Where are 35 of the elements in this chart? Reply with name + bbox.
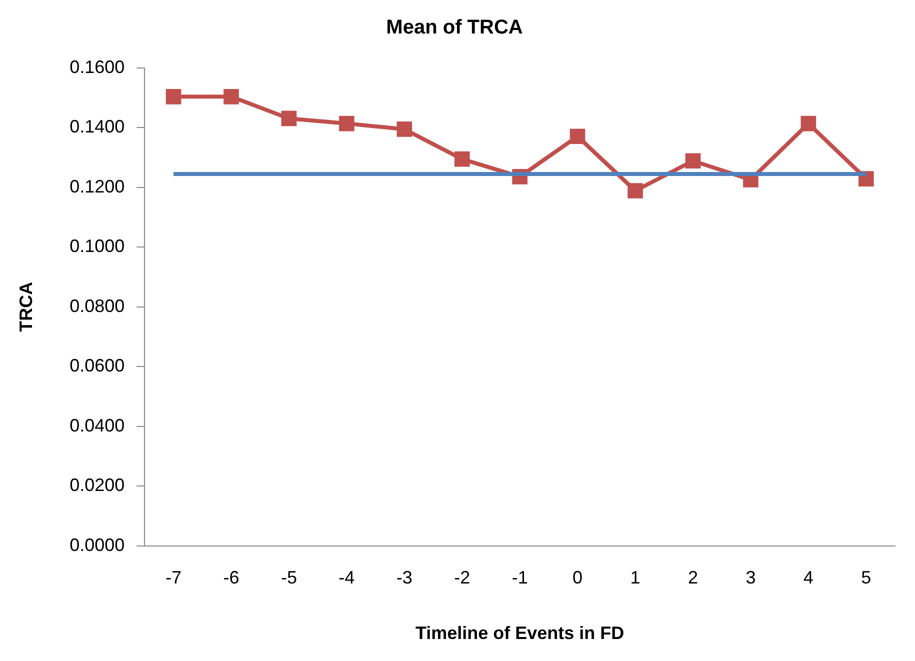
y-tick-label: 0.1200 bbox=[70, 176, 125, 196]
y-tick-label: 0.1600 bbox=[70, 56, 125, 77]
x-tick-label: -6 bbox=[223, 568, 240, 588]
y-tick-label: 0.0400 bbox=[70, 415, 125, 436]
x-tick-label: 4 bbox=[803, 568, 814, 588]
x-tick-label: 1 bbox=[630, 568, 640, 588]
point bbox=[685, 153, 701, 169]
x-tick-label: -2 bbox=[454, 568, 470, 588]
y-axis-title: TRCA bbox=[16, 282, 36, 332]
y-tick-label: 0.1400 bbox=[70, 116, 125, 137]
point bbox=[281, 110, 297, 126]
x-tick-label: -1 bbox=[512, 568, 528, 588]
chart-title: Mean of TRCA bbox=[386, 16, 523, 39]
x-tick-label: 3 bbox=[746, 568, 756, 588]
point bbox=[339, 116, 354, 132]
point bbox=[454, 151, 470, 167]
y-tick-label: 0.0600 bbox=[70, 356, 125, 376]
x-tick-label: 0 bbox=[572, 568, 583, 588]
x-tick-label: -4 bbox=[338, 568, 355, 588]
point bbox=[800, 116, 816, 132]
x-tick-label: -7 bbox=[166, 568, 182, 588]
x-tick-label: -5 bbox=[280, 568, 297, 588]
point bbox=[166, 89, 182, 104]
point bbox=[224, 89, 239, 104]
y-tick-label: 0.1000 bbox=[70, 236, 125, 256]
x-axis-title: Timeline of Events in FD bbox=[415, 623, 624, 644]
y-tick-label: 0.0000 bbox=[70, 534, 125, 555]
x-tick-label: 5 bbox=[861, 568, 872, 588]
point bbox=[570, 128, 586, 144]
x-tick-label: -3 bbox=[396, 568, 412, 588]
point bbox=[396, 122, 412, 137]
y-tick-label: 0.0800 bbox=[70, 296, 125, 316]
x-tick-label: 2 bbox=[688, 568, 698, 588]
point bbox=[628, 183, 643, 198]
y-tick-label: 0.0200 bbox=[70, 475, 125, 496]
